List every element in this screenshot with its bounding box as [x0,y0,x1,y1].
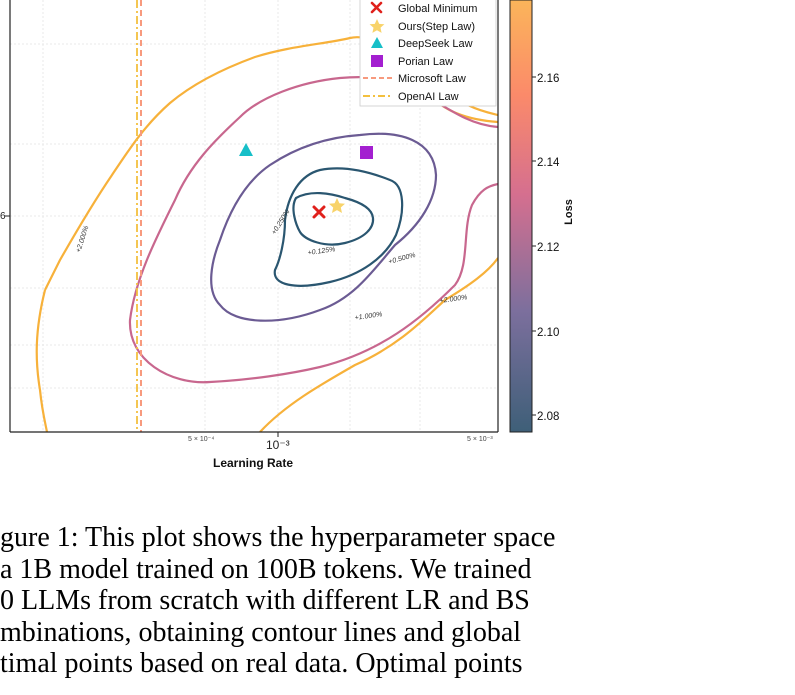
x-tick-label: 5 × 10⁻⁴ [188,436,214,443]
legend-triangle-icon [371,37,383,48]
contour-label: +1.000% [354,311,383,322]
legend-label: Microsoft Law [398,73,466,85]
figure-caption: gure 1: This plot shows the hyperparamet… [0,522,795,680]
colorbar-tick-label: 2.10 [537,327,559,339]
legend-label: Porian Law [398,56,453,68]
porian-law-point [360,146,373,159]
step-law-point [329,198,345,213]
legend-label: Global Minimum [398,3,477,15]
colorbar-label: Loss [563,199,575,225]
x-tick-label: 5 × 10⁻³ [467,436,493,443]
legend-label: DeepSeek Law [398,38,473,50]
colorbar-tick-label: 2.12 [537,242,559,254]
contour-1p000 [128,76,498,384]
global-minimum-point [312,205,326,219]
contour-label: +2.000% [439,294,468,305]
x-tick-label: 10⁻³ [266,438,290,452]
caption-line: timal points based on real data. Optimal… [0,648,523,679]
caption-line: 0 LLMs from scratch with different LR an… [0,585,530,616]
caption-line: mbinations, obtaining contour lines and … [0,616,522,648]
contour-0p125 [292,192,375,246]
y-tick-fragment: 6 [0,211,6,222]
contour-0p250 [273,167,404,287]
colorbar-tick-label: 2.14 [537,157,560,169]
deepseek-law-point [239,143,253,156]
chart: +0.125% +0.250% +0.500% +1.000% +2.000% … [0,0,575,470]
contour-2p000-lower [259,257,498,432]
contour-label: +0.500% [388,252,417,266]
caption-line: gure 1: This plot shows the hyperparamet… [0,522,556,553]
contour-label: +0.250% [271,209,292,236]
markers [239,143,373,219]
legend-label: Ours(Step Law) [398,21,475,33]
legend: Global Minimum Ours(Step Law) DeepSeek L… [359,0,497,107]
caption-line: a 1B model trained on 100B tokens. We tr… [0,553,532,585]
x-axis-label: Learning Rate [213,456,293,470]
colorbar-tick-label: 2.08 [537,411,559,423]
legend-label: OpenAI Law [398,91,459,103]
vertical-law-lines [136,0,142,432]
colorbar: 2.08 2.10 2.12 2.14 2.16 Loss [509,0,575,433]
colorbar-tick-label: 2.16 [537,73,559,85]
legend-square-icon [371,55,383,67]
legend-star-icon [369,19,385,33]
grid [10,0,498,432]
contour-0p500 [210,132,438,322]
legend-x-icon [370,1,383,14]
contour-2p000-left [35,289,49,432]
contour-label: +0.125% [307,246,336,257]
